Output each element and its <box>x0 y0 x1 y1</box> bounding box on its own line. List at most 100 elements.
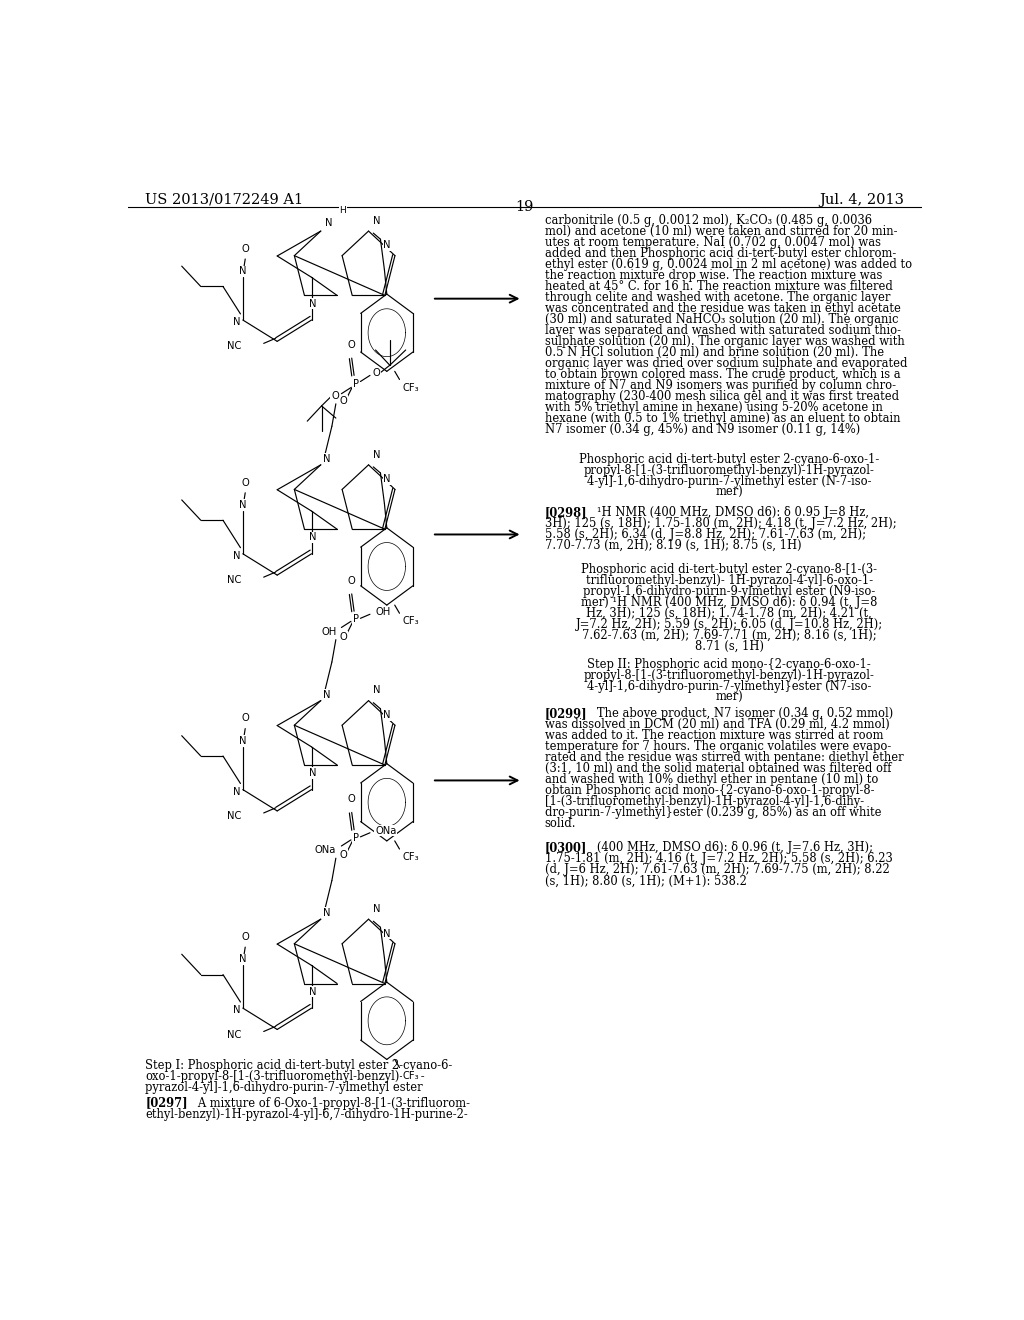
Text: N: N <box>373 904 380 913</box>
Text: rated and the residue was stirred with pentane: diethyl ether: rated and the residue was stirred with p… <box>545 751 903 764</box>
Text: N: N <box>239 267 247 276</box>
Text: 19: 19 <box>516 201 534 214</box>
Text: NC: NC <box>227 342 242 351</box>
Text: N: N <box>308 768 316 777</box>
Text: O: O <box>242 713 249 723</box>
Text: propyl-1,6-dihydro-purin-9-ylmethyl ester (N9-iso-: propyl-1,6-dihydro-purin-9-ylmethyl este… <box>583 585 876 598</box>
Text: heated at 45° C. for 16 h. The reaction mixture was filtered: heated at 45° C. for 16 h. The reaction … <box>545 280 893 293</box>
Text: obtain Phosphoric acid mono-{2-cyano-6-oxo-1-propyl-8-: obtain Phosphoric acid mono-{2-cyano-6-o… <box>545 784 874 797</box>
Text: Step II: Phosphoric acid mono-{2-cyano-6-oxo-1-: Step II: Phosphoric acid mono-{2-cyano-6… <box>588 659 871 672</box>
Text: O: O <box>242 244 249 253</box>
Text: N: N <box>308 532 316 543</box>
Text: N: N <box>324 689 331 700</box>
Text: The above product, N7 isomer (0.34 g, 0.52 mmol): The above product, N7 isomer (0.34 g, 0.… <box>586 708 893 721</box>
Text: matography (230-400 mesh silica gel and it was first treated: matography (230-400 mesh silica gel and … <box>545 389 899 403</box>
Text: layer was separated and washed with saturated sodium thio-: layer was separated and washed with satu… <box>545 325 901 337</box>
Text: O: O <box>348 341 355 350</box>
Text: O: O <box>339 396 347 405</box>
Text: O: O <box>348 795 355 804</box>
Text: [0300]: [0300] <box>545 841 587 854</box>
Text: CF₃: CF₃ <box>402 853 419 862</box>
Text: N: N <box>373 685 380 696</box>
Text: (d, J=6 Hz, 2H); 7.61-7.63 (m, 2H); 7.69-7.75 (m, 2H); 8.22: (d, J=6 Hz, 2H); 7.61-7.63 (m, 2H); 7.69… <box>545 863 890 876</box>
Text: O: O <box>348 576 355 586</box>
Text: N: N <box>383 474 391 484</box>
Text: (30 ml) and saturated NaHCO₃ solution (20 ml). The organic: (30 ml) and saturated NaHCO₃ solution (2… <box>545 313 898 326</box>
Text: N: N <box>308 298 316 309</box>
Text: CF₃: CF₃ <box>402 616 419 627</box>
Text: solid.: solid. <box>545 817 577 830</box>
Text: N: N <box>232 1005 241 1015</box>
Text: N: N <box>239 954 247 965</box>
Text: N: N <box>232 787 241 796</box>
Text: propyl-8-[1-(3-trifluoromethyl-benzyl)-1H-pyrazol-: propyl-8-[1-(3-trifluoromethyl-benzyl)-1… <box>584 669 874 682</box>
Text: Step I: Phosphoric acid di-tert-butyl ester 2-cyano-6-: Step I: Phosphoric acid di-tert-butyl es… <box>145 1059 453 1072</box>
Text: [0297]: [0297] <box>145 1097 188 1110</box>
Text: N: N <box>373 450 380 459</box>
Text: oxo-1-propyl-8-[1-(3-trifluoromethyl-benzyl)-1H-: oxo-1-propyl-8-[1-(3-trifluoromethyl-ben… <box>145 1071 425 1082</box>
Text: Hz, 3H); 125 (s, 18H); 1.74-1.78 (m, 2H); 4.21 (t,: Hz, 3H); 125 (s, 18H); 1.74-1.78 (m, 2H)… <box>587 607 872 620</box>
Text: N: N <box>239 500 247 510</box>
Text: organic layer was dried over sodium sulphate and evaporated: organic layer was dried over sodium sulp… <box>545 356 907 370</box>
Text: ¹H NMR (400 MHz, DMSO d6): δ 0.95 J=8 Hz,: ¹H NMR (400 MHz, DMSO d6): δ 0.95 J=8 Hz… <box>586 506 869 519</box>
Text: N: N <box>325 218 333 228</box>
Text: Jul. 4, 2013: Jul. 4, 2013 <box>819 193 904 207</box>
Text: 1.75-1.81 (m, 2H); 4.16 (t, J=7.2 Hz, 2H); 5.58 (s, 2H); 6.23: 1.75-1.81 (m, 2H); 4.16 (t, J=7.2 Hz, 2H… <box>545 853 892 866</box>
Text: mer) ¹H NMR (400 MHz, DMSO d6): δ 0.94 (t, J=8: mer) ¹H NMR (400 MHz, DMSO d6): δ 0.94 (… <box>581 595 878 609</box>
Text: N: N <box>232 550 241 561</box>
Text: N7 isomer (0.34 g, 45%) and N9 isomer (0.11 g, 14%): N7 isomer (0.34 g, 45%) and N9 isomer (0… <box>545 422 860 436</box>
Text: and washed with 10% diethyl ether in pentane (10 ml) to: and washed with 10% diethyl ether in pen… <box>545 774 878 787</box>
Text: ONa: ONa <box>375 826 396 836</box>
Text: N: N <box>383 928 391 939</box>
Text: mol) and acetone (10 ml) were taken and stirred for 20 min-: mol) and acetone (10 ml) were taken and … <box>545 226 897 239</box>
Text: 7.62-7.63 (m, 2H); 7.69-7.71 (m, 2H); 8.16 (s, 1H);: 7.62-7.63 (m, 2H); 7.69-7.71 (m, 2H); 8.… <box>582 628 877 642</box>
Text: 7.70-7.73 (m, 2H); 8.19 (s, 1H); 8.75 (s, 1H): 7.70-7.73 (m, 2H); 8.19 (s, 1H); 8.75 (s… <box>545 539 801 552</box>
Text: OH: OH <box>322 627 336 636</box>
Text: NC: NC <box>227 576 242 585</box>
Text: O: O <box>331 391 339 401</box>
Text: propyl-8-[1-(3-trifluoromethyl-benzyl)-1H-pyrazol-: propyl-8-[1-(3-trifluoromethyl-benzyl)-1… <box>584 465 874 477</box>
Text: ethyl ester (0.619 g, 0.0024 mol in 2 ml acetone) was added to: ethyl ester (0.619 g, 0.0024 mol in 2 ml… <box>545 259 911 271</box>
Text: pyrazol-4-yl]-1,6-dihydro-purin-7-ylmethyl ester: pyrazol-4-yl]-1,6-dihydro-purin-7-ylmeth… <box>145 1081 423 1094</box>
Text: trifluoromethyl-benzyl)- 1H-pyrazol-4-yl]-6-oxo-1-: trifluoromethyl-benzyl)- 1H-pyrazol-4-yl… <box>586 574 872 587</box>
Text: mixture of N7 and N9 isomers was purified by column chro-: mixture of N7 and N9 isomers was purifie… <box>545 379 896 392</box>
Text: N: N <box>324 908 331 919</box>
Text: ONa: ONa <box>314 845 336 855</box>
Text: A mixture of 6-Oxo-1-propyl-8-[1-(3-trifluorom-: A mixture of 6-Oxo-1-propyl-8-[1-(3-trif… <box>186 1097 470 1110</box>
Text: P: P <box>352 833 358 843</box>
Text: O: O <box>339 850 347 861</box>
Text: added and then Phosphoric acid di-tert-butyl ester chlorom-: added and then Phosphoric acid di-tert-b… <box>545 247 896 260</box>
Text: was added to it. The reaction mixture was stirred at room: was added to it. The reaction mixture wa… <box>545 729 883 742</box>
Text: CF₃: CF₃ <box>402 1071 419 1081</box>
Text: O: O <box>242 932 249 942</box>
Text: [0298]: [0298] <box>545 506 588 519</box>
Text: O: O <box>242 478 249 487</box>
Text: [0299]: [0299] <box>545 708 588 721</box>
Text: [1-(3-trifluoromethyl-benzyl)-1H-pyrazol-4-yl]-1,6-dihy-: [1-(3-trifluoromethyl-benzyl)-1H-pyrazol… <box>545 795 864 808</box>
Text: was dissolved in DCM (20 ml) and TFA (0.29 ml, 4.2 mmol): was dissolved in DCM (20 ml) and TFA (0.… <box>545 718 890 731</box>
Text: mer): mer) <box>716 692 743 705</box>
Text: the reaction mixture drop wise. The reaction mixture was: the reaction mixture drop wise. The reac… <box>545 269 882 282</box>
Text: N: N <box>383 710 391 721</box>
Text: 5.58 (s, 2H); 6.34 (d, J=8.8 Hz, 2H); 7.61-7.63 (m, 2H);: 5.58 (s, 2H); 6.34 (d, J=8.8 Hz, 2H); 7.… <box>545 528 865 541</box>
Text: N: N <box>308 986 316 997</box>
Text: US 2013/0172249 A1: US 2013/0172249 A1 <box>145 193 303 207</box>
Text: Phosphoric acid di-tert-butyl ester 2-cyano-8-[1-(3-: Phosphoric acid di-tert-butyl ester 2-cy… <box>582 562 878 576</box>
Text: (s, 1H); 8.80 (s, 1H); (M+1): 538.2: (s, 1H); 8.80 (s, 1H); (M+1): 538.2 <box>545 874 746 887</box>
Text: NC: NC <box>227 810 242 821</box>
Text: 4-yl]-1,6-dihydro-purin-7-ylmethyl ester (N-7-iso-: 4-yl]-1,6-dihydro-purin-7-ylmethyl ester… <box>587 475 871 488</box>
Text: N: N <box>232 317 241 327</box>
Text: was concentrated and the residue was taken in ethyl acetate: was concentrated and the residue was tak… <box>545 302 900 315</box>
Text: 0.5 N HCl solution (20 ml) and brine solution (20 ml). The: 0.5 N HCl solution (20 ml) and brine sol… <box>545 346 884 359</box>
Text: ethyl-benzyl)-1H-pyrazol-4-yl]-6,7-dihydro-1H-purine-2-: ethyl-benzyl)-1H-pyrazol-4-yl]-6,7-dihyd… <box>145 1107 468 1121</box>
Text: P: P <box>352 614 358 624</box>
Text: OH: OH <box>375 607 390 618</box>
Text: 3H); 125 (s, 18H); 1.75-1.80 (m, 2H); 4.18 (t, J=7.2 Hz, 2H);: 3H); 125 (s, 18H); 1.75-1.80 (m, 2H); 4.… <box>545 517 896 531</box>
Text: NC: NC <box>227 1030 242 1040</box>
Text: N: N <box>373 216 380 226</box>
Text: hexane (with 0.5 to 1% triethyl amine) as an eluent to obtain: hexane (with 0.5 to 1% triethyl amine) a… <box>545 412 900 425</box>
Text: to obtain brown colored mass. The crude product, which is a: to obtain brown colored mass. The crude … <box>545 368 900 381</box>
Text: H: H <box>340 206 346 215</box>
Text: N: N <box>324 454 331 463</box>
Text: utes at room temperature. NaI (0.702 g, 0.0047 mol) was: utes at room temperature. NaI (0.702 g, … <box>545 236 881 249</box>
